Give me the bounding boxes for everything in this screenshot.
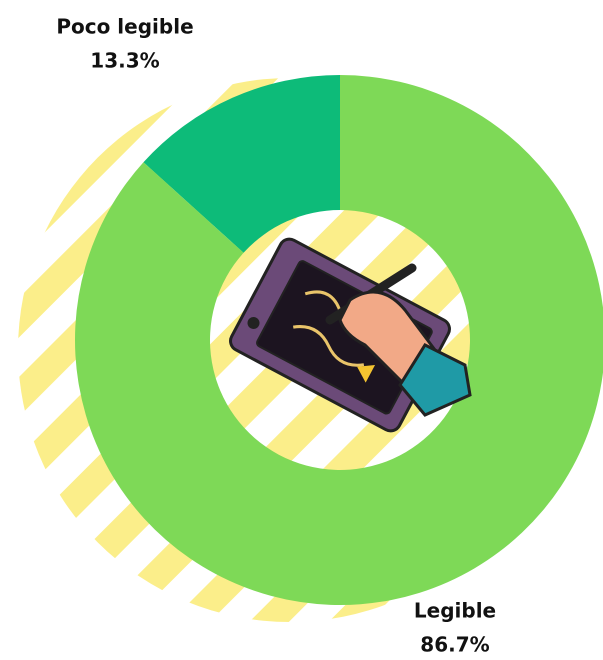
slice-value-label: 86.7% bbox=[420, 633, 489, 657]
slices bbox=[75, 75, 603, 605]
hand bbox=[325, 263, 472, 417]
slice-label: Poco legible bbox=[56, 15, 193, 39]
slice-value-label: 13.3% bbox=[90, 49, 159, 73]
donut-slice bbox=[75, 75, 603, 605]
slice-label: Legible bbox=[414, 599, 496, 623]
donut-slice bbox=[143, 75, 340, 253]
